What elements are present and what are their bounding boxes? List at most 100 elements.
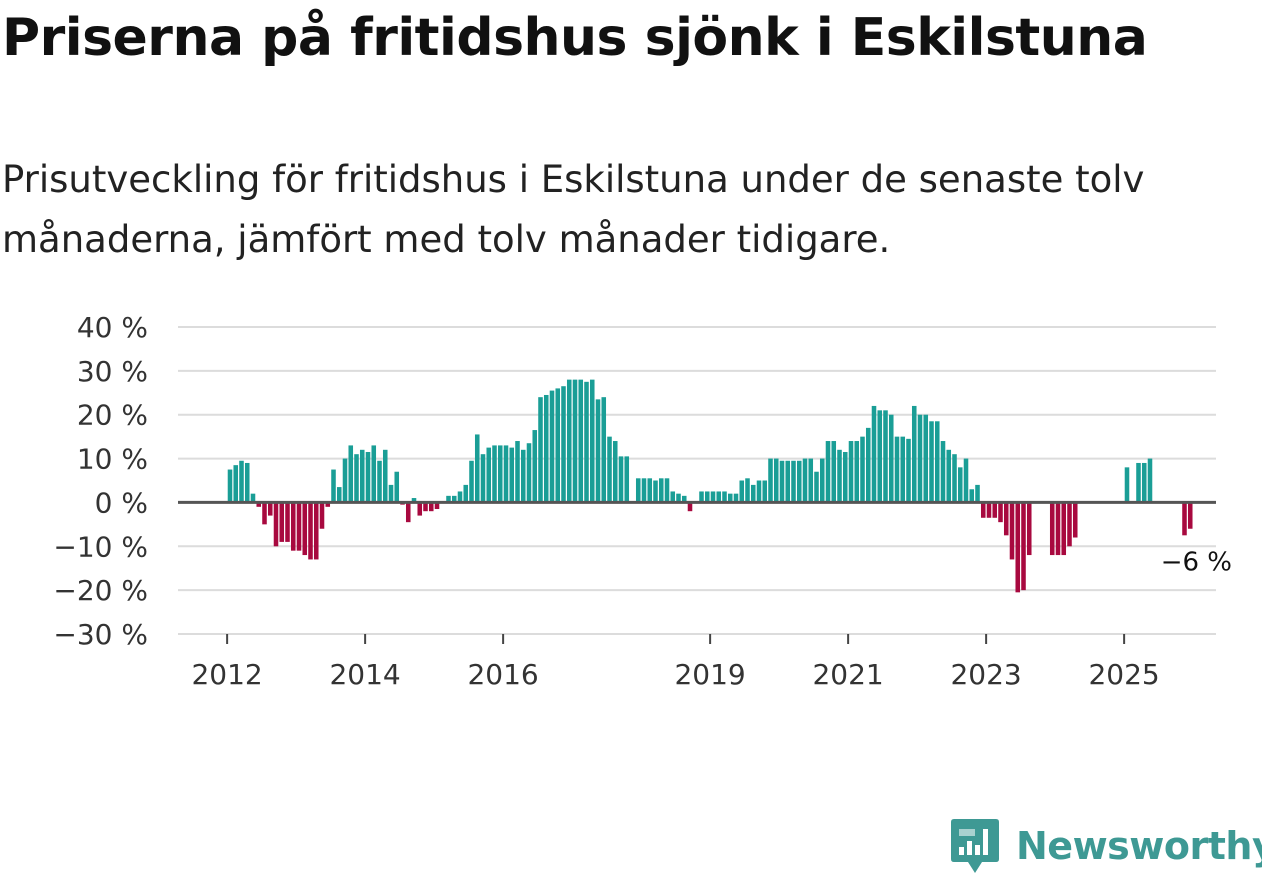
bar <box>325 502 331 507</box>
bar <box>411 498 417 503</box>
bar <box>854 441 860 503</box>
bar <box>739 480 745 503</box>
bar <box>250 493 256 503</box>
bar <box>986 502 992 518</box>
x-tick-label: 2021 <box>812 658 883 691</box>
bar <box>768 458 773 503</box>
bar <box>745 478 750 503</box>
x-tick-label: 2019 <box>674 658 745 691</box>
brand-logo: Newsworthy <box>950 818 1262 874</box>
bar <box>624 456 630 503</box>
bar <box>957 467 963 503</box>
bar <box>428 502 434 512</box>
bar <box>589 379 595 503</box>
bar <box>451 495 457 503</box>
bar <box>377 460 382 503</box>
bar <box>750 484 756 503</box>
bar <box>405 502 411 523</box>
bar <box>900 436 906 503</box>
bar <box>555 388 561 503</box>
bar <box>773 458 779 503</box>
bar <box>607 436 612 503</box>
bar <box>497 445 503 503</box>
bar <box>543 394 549 503</box>
bar <box>992 502 998 518</box>
y-tick-label: 30 % <box>77 355 148 388</box>
bar <box>509 447 515 503</box>
bar <box>612 441 618 503</box>
bar <box>572 379 578 503</box>
bar <box>1124 467 1130 503</box>
bar <box>952 454 957 503</box>
y-tick-label: 10 % <box>77 443 148 476</box>
bar <box>710 491 716 503</box>
bar <box>279 502 285 542</box>
bar <box>664 478 670 503</box>
bar <box>796 460 802 503</box>
bar <box>561 386 566 503</box>
bar <box>388 484 394 503</box>
y-tick-label: 0 % <box>95 486 148 519</box>
bar-chart: 40 %30 %20 %10 %0 %−10 %−20 %−30 % 2012 2… <box>53 311 1232 691</box>
bar <box>676 493 681 503</box>
bar <box>492 445 497 503</box>
bar <box>239 460 244 503</box>
bar <box>1147 458 1153 503</box>
bar <box>371 445 377 503</box>
bar <box>354 454 359 503</box>
bar <box>653 480 658 503</box>
bar <box>727 493 733 503</box>
y-tick-label: −30 % <box>53 618 148 651</box>
bar <box>940 441 946 503</box>
bar <box>342 458 348 503</box>
bar <box>578 379 584 503</box>
bar <box>566 379 572 503</box>
bar <box>969 489 975 503</box>
bar <box>825 441 831 503</box>
bar <box>1009 502 1015 560</box>
x-tick-label: 2016 <box>467 658 538 691</box>
bar <box>756 480 762 503</box>
bar <box>1187 502 1193 529</box>
bar <box>538 397 543 503</box>
bar <box>808 458 814 503</box>
bar <box>601 397 607 503</box>
bar <box>704 491 710 503</box>
bar <box>722 491 727 503</box>
bar <box>1003 502 1009 536</box>
bar <box>486 447 492 503</box>
y-tick-label: −10 % <box>53 530 148 563</box>
bar <box>256 502 262 507</box>
bar <box>1136 462 1141 503</box>
bar <box>888 414 894 503</box>
bar <box>1141 462 1147 503</box>
bar <box>802 458 808 503</box>
bar <box>526 443 532 503</box>
bar <box>963 458 969 503</box>
bar <box>883 410 888 503</box>
bar <box>308 502 313 560</box>
x-tick-label: 2025 <box>1088 658 1159 691</box>
bar <box>923 414 929 503</box>
bar <box>658 478 664 503</box>
newsworthy-logo-icon <box>951 819 999 873</box>
bar <box>1067 502 1072 547</box>
y-tick-label: 20 % <box>77 399 148 432</box>
bar <box>457 491 463 503</box>
bar <box>842 451 848 503</box>
bar <box>791 460 796 503</box>
bar <box>227 469 233 503</box>
last-value-label: −6 % <box>1161 548 1232 578</box>
bar <box>336 487 342 503</box>
bar <box>1072 502 1078 538</box>
bar <box>273 502 279 547</box>
bar <box>434 502 440 510</box>
bar <box>423 502 428 512</box>
bar <box>865 427 871 503</box>
bar <box>647 478 653 503</box>
x-axis: 2012 2014 2016 2019 2021 2023 2025 <box>191 634 1160 691</box>
bar <box>733 493 739 503</box>
y-axis-labels: 40 % 30 % 20 % 10 % 0 % −10 % −20 % −30 % <box>53 311 148 651</box>
x-tick-label: 2012 <box>191 658 262 691</box>
bar <box>975 484 980 503</box>
